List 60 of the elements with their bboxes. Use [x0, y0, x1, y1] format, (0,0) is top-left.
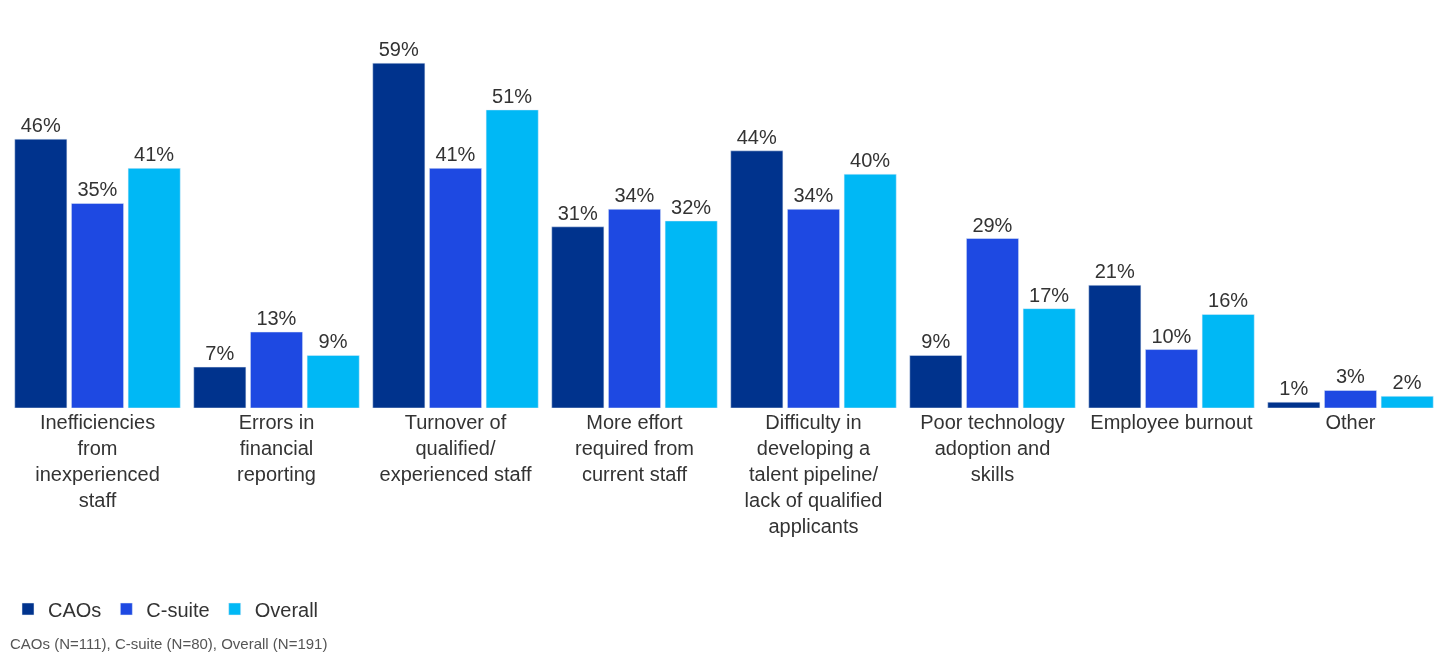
bar: [306, 355, 360, 408]
data-label: 40%: [850, 149, 891, 172]
data-label: 51%: [492, 84, 533, 107]
bar: [551, 226, 605, 408]
data-label: 16%: [1208, 289, 1249, 312]
bar: [372, 62, 426, 408]
bar: [250, 331, 303, 408]
data-label: 32%: [671, 195, 712, 218]
data-label: 13%: [256, 307, 297, 330]
text: CAOs (N=111), C-suite (N=80), Overall (N=191): [10, 635, 328, 652]
bar: [1088, 285, 1142, 408]
data-label: 44%: [736, 125, 777, 148]
x-tick-label: Inefficiencies from inexperienced staff: [35, 411, 160, 511]
bar: [485, 109, 539, 408]
data-label: 1%: [1279, 377, 1309, 400]
data-label: 34%: [614, 184, 655, 207]
data-label: 46%: [20, 114, 61, 137]
data-label: 41%: [435, 143, 476, 166]
x-tick-label: Turnover of qualified/ experienced staff: [379, 411, 532, 485]
bar: [1267, 401, 1321, 408]
x-tick-label: Errors in financial reporting: [237, 411, 316, 485]
bar: [1145, 349, 1198, 408]
bar: [127, 168, 181, 408]
data-label: 3%: [1335, 365, 1366, 388]
bar: [1324, 390, 1377, 408]
data-label: 41%: [134, 143, 175, 166]
bar: [429, 168, 482, 408]
data-label: 34%: [793, 184, 834, 207]
data-label: 10%: [1151, 324, 1192, 347]
data-label: 21%: [1094, 260, 1135, 283]
legend-label: C-suite: [146, 598, 210, 621]
bar: [71, 203, 124, 408]
x-tick-label: Other: [1325, 411, 1376, 433]
bar: [1380, 396, 1434, 408]
bar: [843, 173, 897, 408]
x-tick-label: More effort required from current staff: [575, 411, 694, 485]
legend-label: CAOs: [48, 598, 102, 621]
bar: [608, 209, 661, 408]
x-tick-label: Employee burnout: [1090, 411, 1254, 433]
data-label: 2%: [1392, 371, 1422, 394]
bar: [730, 150, 784, 408]
x-tick-label: Difficulty in developing a talent pipeline/ lack of qualified applicants: [744, 411, 883, 537]
bar: [664, 220, 718, 408]
bar: [14, 138, 68, 408]
bar: [1201, 314, 1255, 408]
bar: [787, 209, 840, 408]
x-tick-label: Poor technology adoption and skills: [920, 411, 1065, 485]
legend-label: Overall: [254, 598, 319, 621]
data-label: 29%: [972, 213, 1013, 236]
data-label: 35%: [77, 178, 118, 201]
data-label: 7%: [205, 342, 235, 365]
data-label: 59%: [378, 38, 419, 61]
data-label: 17%: [1029, 283, 1070, 306]
bar: [1022, 308, 1076, 408]
data-label: 31%: [557, 201, 598, 224]
data-label: 9%: [921, 330, 951, 353]
bar: [193, 366, 247, 408]
data-label: 9%: [318, 330, 348, 353]
bar: [909, 355, 963, 408]
bar: [966, 238, 1019, 408]
